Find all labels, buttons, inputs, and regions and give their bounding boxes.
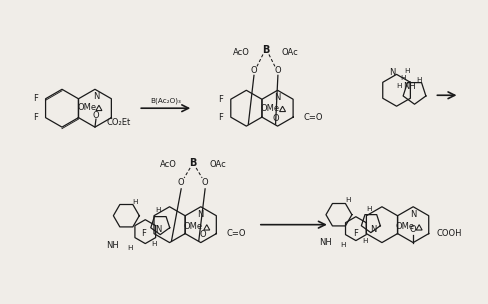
- Text: F: F: [33, 113, 38, 122]
- Text: NH: NH: [403, 82, 416, 91]
- Text: OMe: OMe: [78, 103, 97, 112]
- Text: C=O: C=O: [303, 113, 323, 122]
- Text: H: H: [366, 206, 371, 212]
- Text: N: N: [93, 92, 99, 101]
- Text: H: H: [133, 199, 138, 205]
- Text: N: N: [156, 225, 162, 234]
- Text: O: O: [410, 225, 416, 234]
- Text: H: H: [345, 197, 351, 203]
- Text: O: O: [93, 111, 99, 120]
- Text: H: H: [404, 68, 409, 74]
- Text: OMe: OMe: [396, 222, 415, 231]
- Text: O: O: [275, 66, 281, 75]
- Text: N: N: [389, 68, 396, 77]
- Text: OAc: OAc: [209, 161, 226, 169]
- Text: H: H: [340, 242, 346, 247]
- Text: F: F: [141, 229, 146, 238]
- Text: H: H: [127, 244, 133, 250]
- Text: F: F: [218, 113, 223, 122]
- Text: AcO: AcO: [233, 48, 250, 57]
- Text: H: H: [416, 77, 421, 83]
- Text: H: H: [396, 82, 401, 88]
- Text: AcO: AcO: [161, 161, 177, 169]
- Text: N: N: [370, 225, 376, 234]
- Text: H: H: [156, 207, 161, 213]
- Text: COOH: COOH: [437, 229, 462, 238]
- Text: B: B: [189, 158, 197, 168]
- Text: C=O: C=O: [226, 229, 246, 238]
- Text: H: H: [400, 75, 406, 81]
- Text: N: N: [410, 210, 416, 219]
- Text: F: F: [33, 94, 38, 103]
- Text: O: O: [272, 114, 279, 123]
- Text: O: O: [202, 178, 208, 187]
- Text: B: B: [262, 46, 270, 55]
- Text: OAc: OAc: [282, 48, 299, 57]
- Text: N: N: [198, 210, 204, 219]
- Text: OMe: OMe: [183, 222, 203, 231]
- Text: NH: NH: [106, 241, 119, 250]
- Text: CO₂Et: CO₂Et: [107, 118, 131, 127]
- Text: B(Ac₂O)₃: B(Ac₂O)₃: [150, 98, 181, 105]
- Text: O: O: [251, 66, 257, 75]
- Text: F: F: [353, 229, 358, 238]
- Text: O: O: [178, 178, 184, 187]
- Text: F: F: [218, 95, 223, 104]
- Text: NH: NH: [320, 238, 332, 247]
- Text: H: H: [362, 238, 367, 244]
- Text: O: O: [200, 230, 206, 239]
- Text: H: H: [151, 240, 157, 247]
- Text: N: N: [274, 93, 281, 102]
- Text: OMe: OMe: [260, 104, 279, 113]
